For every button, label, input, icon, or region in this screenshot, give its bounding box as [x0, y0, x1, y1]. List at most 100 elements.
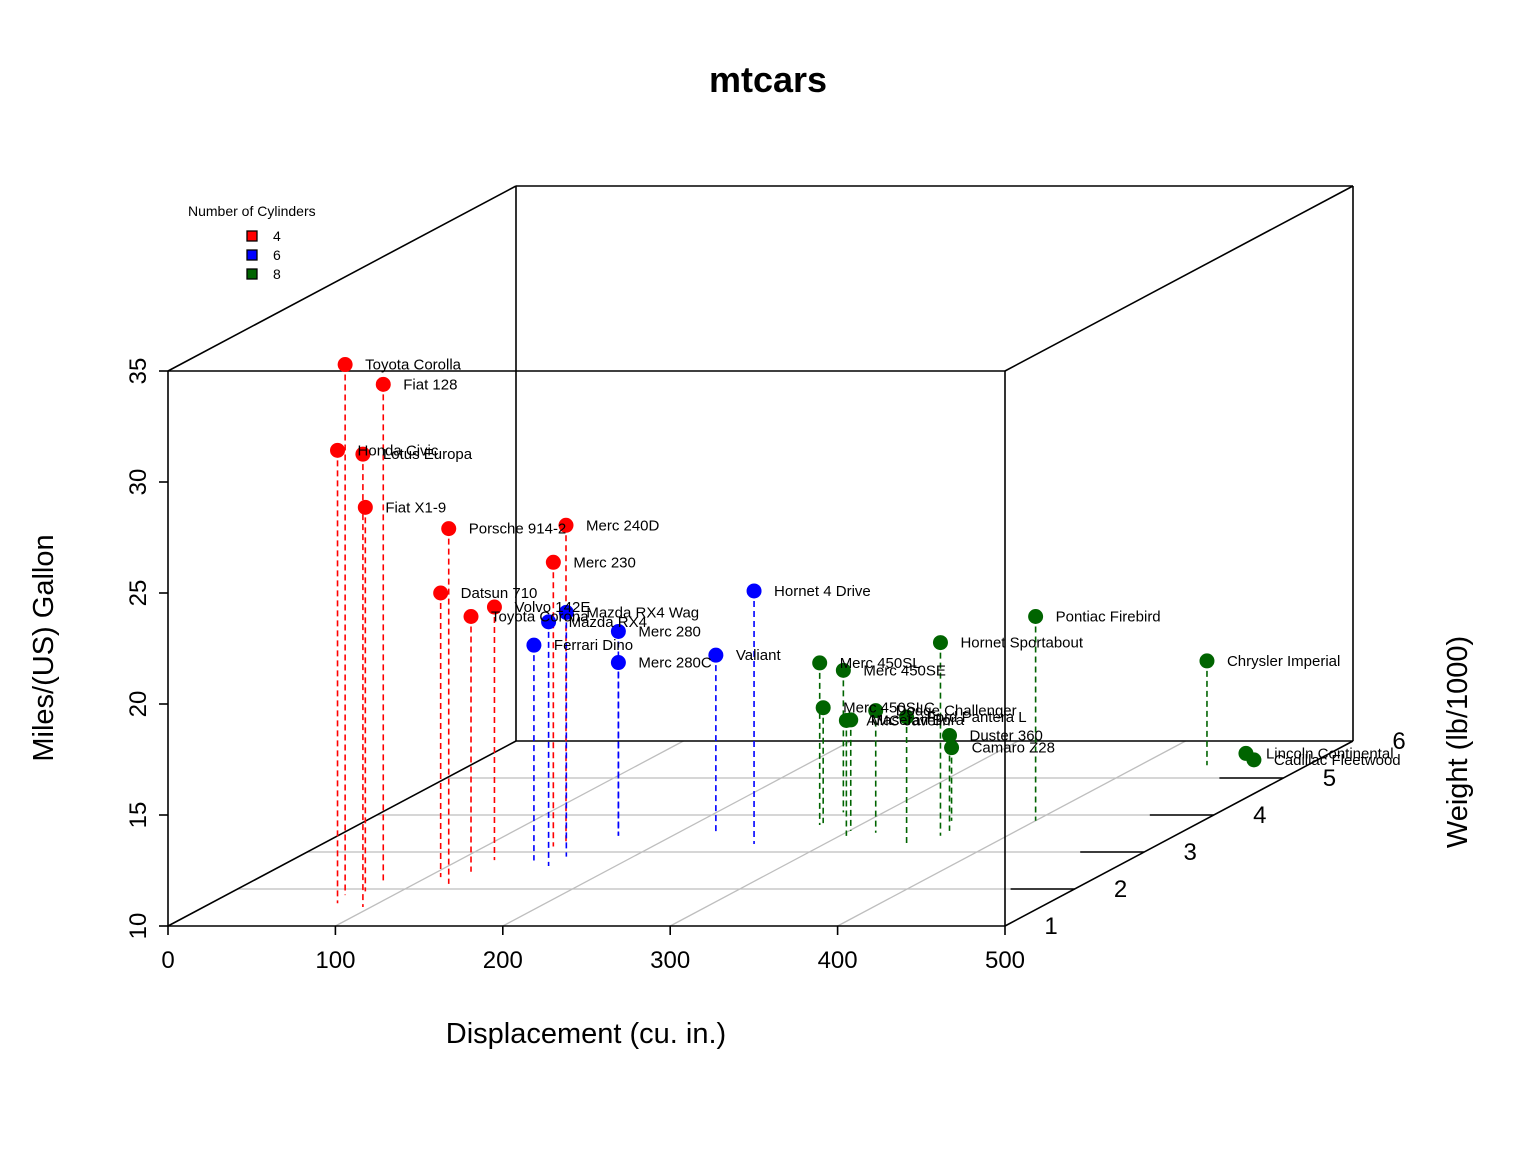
point-label: Lotus Europa: [383, 446, 473, 463]
y-tick-label: 5: [1323, 765, 1336, 792]
grid-line-x: [502, 740, 852, 927]
data-point: [942, 727, 958, 743]
point-label: Cadillac Fleetwood: [1274, 752, 1401, 769]
data-point: [1028, 608, 1044, 624]
data-point: [610, 623, 626, 639]
z-tick-label: 30: [125, 469, 152, 496]
grid-line-x: [837, 740, 1186, 927]
y-tick-label: 6: [1392, 728, 1405, 755]
data-point: [746, 583, 762, 599]
data-point: [558, 517, 574, 533]
legend-swatch: [246, 230, 258, 242]
data-point: [330, 442, 346, 458]
data-point: [526, 637, 542, 653]
legend-label: 4: [273, 228, 281, 244]
data-point: [486, 599, 502, 615]
legend: Number of Cylinders 4 6 8: [188, 203, 316, 282]
x-tick-label: 200: [483, 947, 523, 974]
legend-label: 6: [273, 247, 281, 263]
z-tick-label: 20: [125, 691, 152, 718]
point-label: Maserati Bora: [871, 712, 965, 729]
data-point: [441, 521, 457, 537]
data-point: [838, 712, 854, 728]
drop-lines: [336, 364, 1255, 908]
data-point: [375, 376, 391, 392]
point-label: Fiat 128: [403, 376, 457, 393]
point-label: AMC Javelin: [866, 712, 950, 729]
legend-swatch: [246, 268, 258, 280]
y-tick-label: 3: [1184, 839, 1197, 866]
point-label: Mazda RX4 Wag: [586, 604, 699, 621]
point-label: Merc 230: [573, 554, 636, 571]
chart-title: mtcars: [709, 59, 827, 100]
box-edge: [167, 740, 517, 927]
data-points: [330, 357, 1262, 768]
data-point: [463, 608, 479, 624]
floor-grid: [237, 740, 1284, 927]
data-point: [355, 446, 371, 462]
point-label: Merc 450SL: [840, 655, 921, 672]
data-point: [610, 655, 626, 671]
data-point: [1199, 653, 1215, 669]
data-point: [1246, 752, 1262, 768]
data-point: [815, 700, 831, 716]
y-tick-label: 4: [1253, 802, 1266, 829]
z-tick-label: 10: [125, 913, 152, 940]
x-tick-label: 400: [818, 947, 858, 974]
point-label: Merc 450SE: [863, 662, 946, 679]
x-tick-label: 0: [161, 947, 174, 974]
point-label: Merc 280C: [638, 655, 712, 672]
point-label: Volvo 142E: [514, 599, 590, 616]
plot-box-back: [167, 185, 1354, 927]
data-point: [812, 655, 828, 671]
point-label: Merc 240D: [586, 517, 660, 534]
z-tick-label: 15: [125, 802, 152, 829]
data-point: [337, 357, 353, 373]
y-axis-label: Weight (lb/1000): [1442, 636, 1474, 848]
z-tick-label: 35: [125, 358, 152, 385]
point-label: Merc 450SLC: [843, 700, 935, 717]
point-label: Duster 360: [970, 727, 1043, 744]
plot-box-front: [167, 370, 1354, 927]
data-point: [932, 635, 948, 651]
data-point: [835, 662, 851, 678]
x-tick-label: 500: [985, 947, 1025, 974]
data-point: [899, 709, 915, 725]
axis-ticks: 0 100 200 300 400 500 10 15 20 25 30 35 1 2 3 4 5 6: [125, 358, 1406, 974]
x-tick-label: 100: [315, 947, 355, 974]
point-label: Dodge Challenger: [896, 703, 1017, 720]
data-point: [868, 703, 884, 719]
point-label: Pontiac Firebird: [1056, 608, 1161, 625]
point-label: Merc 280: [638, 623, 701, 640]
data-point: [357, 499, 373, 515]
data-point: [708, 647, 724, 663]
box-edge: [167, 185, 517, 372]
legend-label: 8: [273, 266, 281, 282]
x-tick-label: 300: [650, 947, 690, 974]
point-label: Fiat X1-9: [385, 499, 446, 516]
data-point: [944, 740, 960, 756]
point-labels: Lincoln Continental Chrysler Imperial Cadi…: [358, 357, 1401, 769]
point-label: Mazda RX4: [569, 614, 647, 631]
y-tick-label: 1: [1044, 913, 1057, 940]
y-tick-label: 2: [1114, 876, 1127, 903]
data-point: [545, 554, 561, 570]
z-tick-label: 25: [125, 580, 152, 607]
point-label: Datsun 710: [461, 585, 538, 602]
z-axis-label: Miles/(US) Gallon: [28, 534, 60, 761]
point-label: Hornet 4 Drive: [774, 583, 871, 600]
legend-entries: 4 6 8: [246, 228, 281, 282]
point-label: Lincoln Continental: [1266, 745, 1394, 762]
box-edge: [1004, 740, 1354, 927]
data-point: [433, 585, 449, 601]
point-label: Honda Civic: [358, 442, 439, 459]
point-label: Toyota Corona: [491, 608, 589, 625]
grid-line-x: [335, 740, 684, 927]
point-label: Toyota Corolla: [365, 357, 462, 374]
point-label: Ferrari Dino: [554, 637, 633, 654]
point-label: Camaro Z28: [972, 740, 1055, 757]
point-label: Valiant: [736, 647, 782, 664]
point-label: Chrysler Imperial: [1227, 653, 1340, 670]
box-edge: [1004, 185, 1354, 372]
